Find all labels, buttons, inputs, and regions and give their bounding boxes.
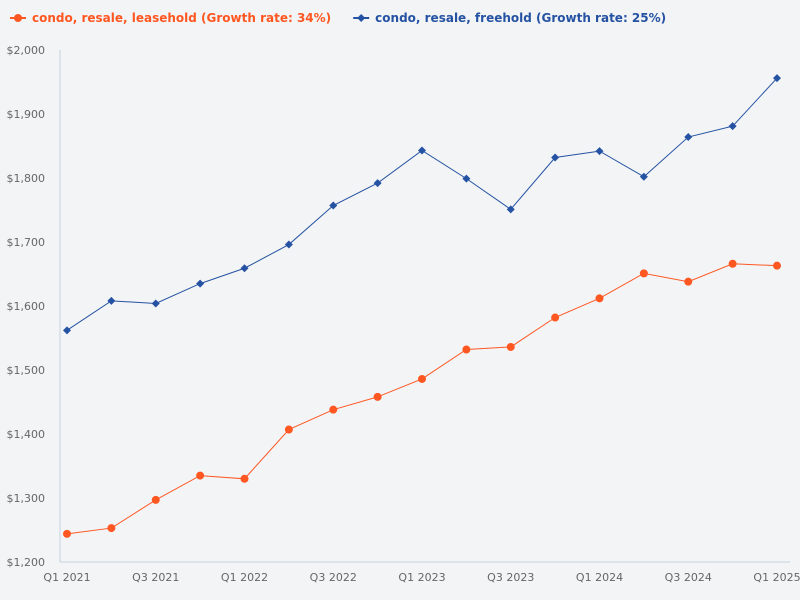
- series-line: [66, 263, 778, 535]
- data-point[interactable]: [773, 261, 781, 270]
- data-point[interactable]: [773, 74, 781, 83]
- x-tick-label: Q3 2023: [487, 571, 534, 584]
- data-point[interactable]: [63, 529, 71, 538]
- legend-item[interactable]: condo, resale, leasehold (Growth rate: 3…: [10, 11, 331, 25]
- data-point[interactable]: [728, 122, 737, 131]
- data-point[interactable]: [196, 279, 205, 288]
- y-tick-label: $1,400: [7, 428, 46, 441]
- legend-label: condo, resale, leasehold (Growth rate: 3…: [32, 11, 331, 25]
- data-point[interactable]: [240, 264, 249, 273]
- x-tick-label: Q1 2023: [398, 571, 445, 584]
- data-point[interactable]: [151, 299, 160, 308]
- x-tick-label: Q1 2024: [576, 571, 623, 584]
- x-tick-label: Q1 2022: [221, 571, 268, 584]
- data-point[interactable]: [639, 269, 648, 278]
- y-tick-label: $1,200: [7, 556, 46, 569]
- data-point[interactable]: [728, 259, 737, 268]
- data-point[interactable]: [684, 277, 693, 286]
- data-point[interactable]: [63, 326, 71, 335]
- data-point[interactable]: [506, 342, 515, 351]
- data-point[interactable]: [639, 172, 648, 181]
- data-point[interactable]: [284, 425, 293, 434]
- data-point[interactable]: [684, 133, 693, 142]
- y-tick-label: $1,500: [7, 364, 46, 377]
- data-point[interactable]: [462, 345, 471, 354]
- y-tick-label: $1,900: [7, 108, 46, 121]
- y-tick-label: $1,300: [7, 492, 46, 505]
- x-tick-label: Q3 2024: [665, 571, 712, 584]
- legend-label: condo, resale, freehold (Growth rate: 25…: [375, 11, 666, 25]
- legend-item[interactable]: condo, resale, freehold (Growth rate: 25…: [353, 11, 666, 25]
- data-point[interactable]: [418, 374, 426, 383]
- circle-marker-icon: [14, 14, 22, 22]
- data-point[interactable]: [284, 240, 293, 249]
- data-point[interactable]: [462, 174, 471, 183]
- data-point[interactable]: [373, 392, 382, 401]
- data-point[interactable]: [240, 474, 249, 483]
- data-point[interactable]: [551, 313, 560, 322]
- y-tick-label: $1,600: [7, 300, 46, 313]
- data-point[interactable]: [151, 495, 160, 504]
- data-point[interactable]: [373, 179, 382, 188]
- series-1: [63, 74, 781, 335]
- data-point[interactable]: [107, 524, 116, 533]
- diamond-marker-icon: [357, 14, 366, 22]
- y-tick-label: $1,800: [7, 172, 46, 185]
- data-point[interactable]: [329, 405, 338, 414]
- data-point[interactable]: [418, 146, 426, 155]
- series-0: [63, 259, 781, 538]
- x-tick-label: Q3 2021: [132, 571, 179, 584]
- series-line: [66, 77, 778, 331]
- data-point[interactable]: [107, 296, 116, 305]
- y-tick-label: $1,700: [7, 236, 46, 249]
- data-point[interactable]: [595, 147, 604, 156]
- data-point[interactable]: [551, 153, 560, 162]
- data-point[interactable]: [329, 201, 338, 210]
- x-tick-label: Q1 2025: [753, 571, 800, 584]
- y-tick-label: $2,000: [7, 44, 46, 57]
- x-tick-label: Q1 2021: [43, 571, 90, 584]
- data-point[interactable]: [595, 294, 604, 303]
- data-point[interactable]: [506, 205, 515, 214]
- legend: condo, resale, leasehold (Growth rate: 3…: [10, 11, 666, 25]
- x-tick-label: Q3 2022: [310, 571, 357, 584]
- data-point[interactable]: [196, 471, 205, 480]
